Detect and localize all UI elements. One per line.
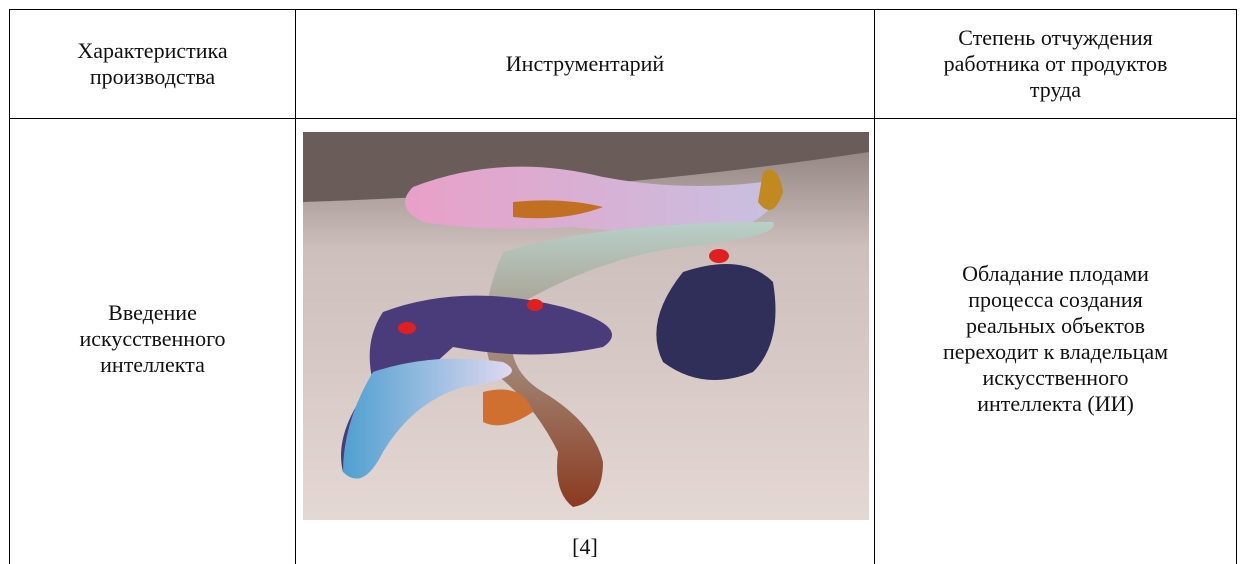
cell-text: интеллекта <box>100 352 205 377</box>
header-text: Инструментарий <box>505 51 665 76</box>
header-text: труда <box>1029 77 1082 102</box>
table-border <box>9 9 10 564</box>
table-border <box>1236 9 1237 564</box>
cell-text: переходит к владельцам <box>942 339 1169 364</box>
header-text: Характеристика <box>77 38 228 63</box>
cell-text: Обладание плодами <box>962 261 1149 286</box>
cell-text: интеллекта (ИИ) <box>977 391 1134 416</box>
header-text: производства <box>89 64 216 89</box>
header-text: Степень отчуждения <box>958 25 1153 50</box>
artwork-image <box>303 132 869 520</box>
cell-text: искусственного <box>982 365 1129 390</box>
cell-text: искусственного <box>79 326 226 351</box>
header-cell: Степень отчуждения работника от продукто… <box>875 10 1236 118</box>
cell-text: Введение <box>108 300 197 325</box>
image-caption: [4] <box>572 534 598 559</box>
table-border <box>9 9 1237 10</box>
header-cell: Характеристика производства <box>10 10 295 118</box>
table-border <box>9 118 1237 119</box>
header-cell: Инструментарий <box>296 10 874 118</box>
body-cell: Обладание плодами процесса создания реал… <box>875 119 1236 559</box>
body-cell: Введение искусственного интеллекта <box>10 119 295 559</box>
cell-text: реальных объектов <box>966 313 1145 338</box>
table-border <box>874 9 875 564</box>
header-text: работника от продуктов <box>943 51 1168 76</box>
cell-text: процесса создания <box>968 287 1143 312</box>
image-caption-cell: [4] <box>296 532 874 562</box>
table-border <box>295 9 296 564</box>
